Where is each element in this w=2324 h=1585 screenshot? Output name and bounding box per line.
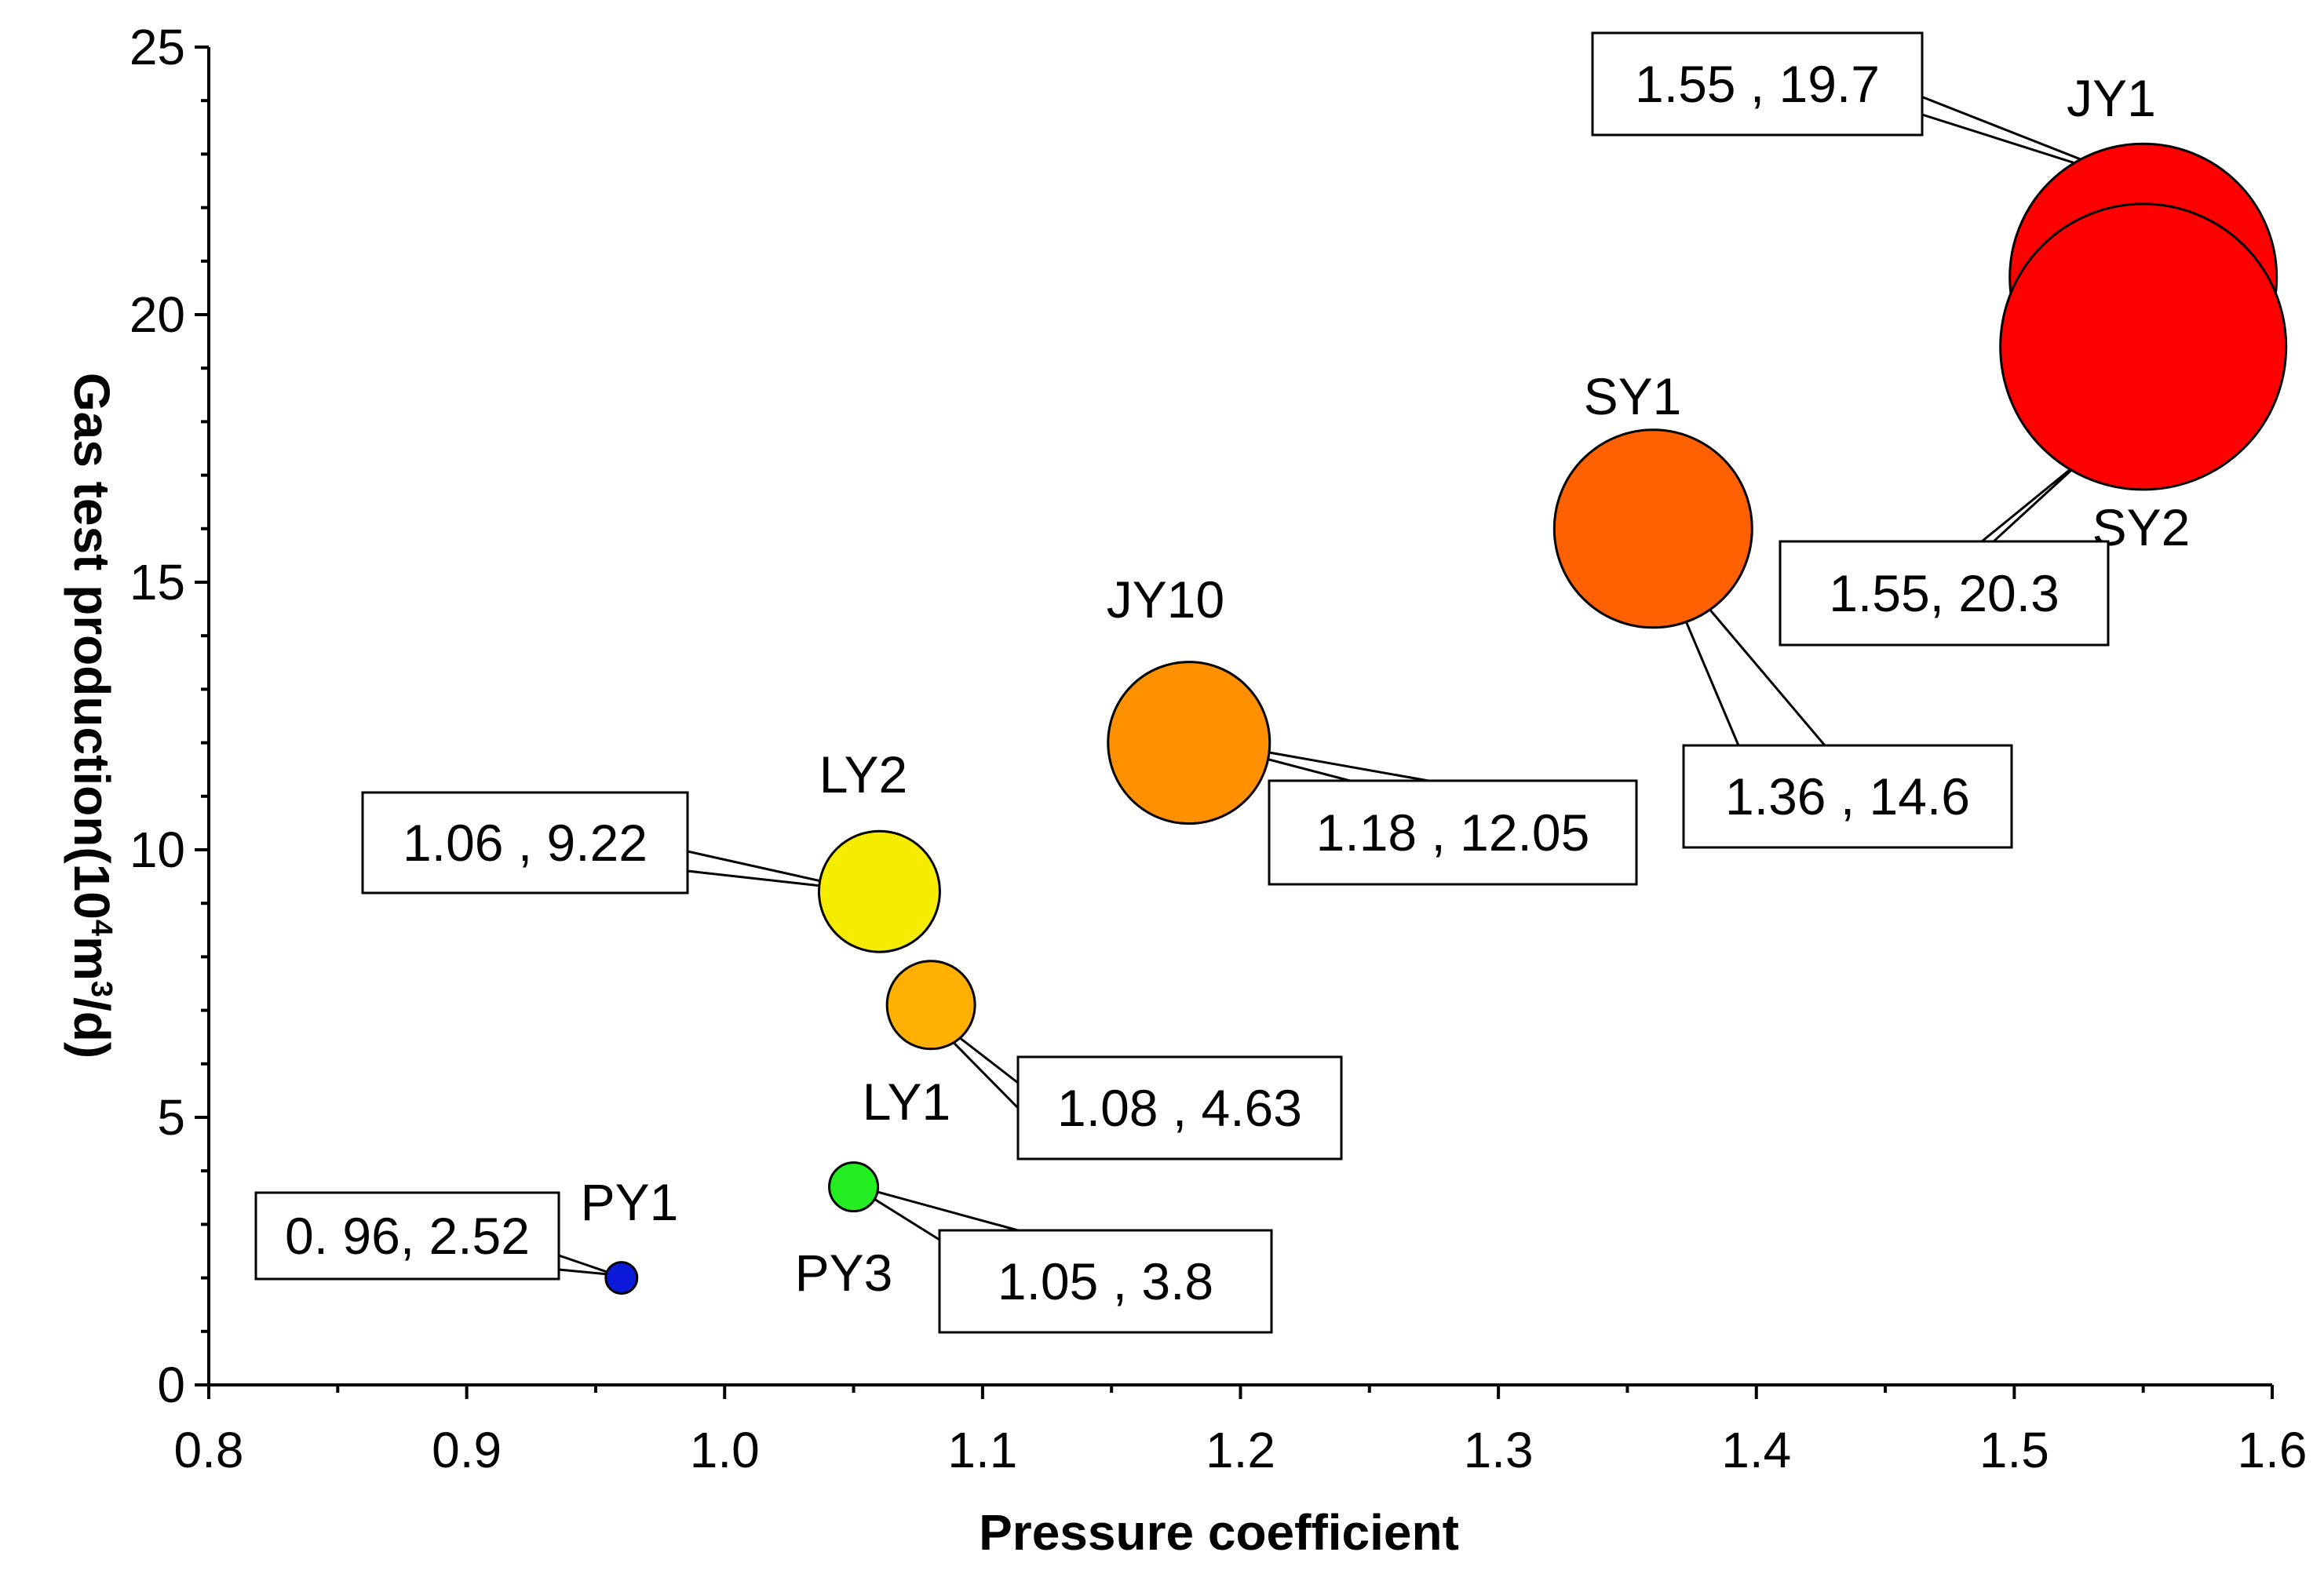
bubble-sy2 (1999, 202, 2288, 491)
x-tick-label: 0.8 (174, 1422, 244, 1478)
callout-box-py3 (938, 1229, 1273, 1334)
label-ly2: LY2 (819, 745, 908, 803)
callout-text-sy2: 1.55, 20.3 (1829, 564, 2059, 622)
x-tick-label: 1.5 (1979, 1422, 2049, 1478)
callout-text-jy1: 1.55 , 19.7 (1635, 55, 1880, 113)
callout-box-sy2 (1779, 540, 2110, 647)
bubble-jy10 (1107, 661, 1271, 825)
callout-text-ly1: 1.08 , 4.63 (1057, 1079, 1302, 1137)
y-tick-label: 20 (130, 286, 185, 343)
y-tick-label: 5 (157, 1089, 185, 1146)
x-tick-label: 1.0 (690, 1422, 760, 1478)
x-tick-label: 1.1 (947, 1422, 1017, 1478)
bubble-sy1 (1552, 428, 1753, 629)
callout-box-ly1 (1016, 1055, 1343, 1161)
x-tick-label: 1.2 (1206, 1422, 1275, 1478)
callout-box-sy1 (1682, 744, 2013, 849)
label-ly1: LY1 (863, 1073, 951, 1131)
label-sy1: SY1 (1584, 367, 1682, 425)
callout-box-jy10 (1268, 779, 1638, 886)
callout-box-ly2 (361, 791, 689, 895)
callout-text-sy1: 1.36 , 14.6 (1725, 767, 1970, 825)
callout-text-py3: 1.05 , 3.8 (998, 1252, 1213, 1310)
callout-text-jy10: 1.18 , 12.05 (1316, 803, 1590, 862)
leaders (557, 93, 2155, 1277)
y-axis-title-sup2: 3 (85, 981, 118, 997)
y-axis-title-main: Gas test production(10 (64, 373, 120, 920)
y-axis-title-mid: m (64, 936, 120, 981)
label-jy1: JY1 (2067, 69, 2156, 127)
label-jy10: JY10 (1107, 570, 1224, 629)
x-tick-label: 0.9 (432, 1422, 502, 1478)
y-ticks: 0 5 10 15 20 25 (130, 19, 209, 1413)
callouts: 1.55 , 19.7 1.55, 20.3 1.36 , 14.6 1.18 , 1… (254, 31, 2110, 1334)
bubble-py1 (604, 1261, 639, 1295)
y-tick-label: 10 (130, 822, 185, 878)
x-axis-title: Pressure coefficient (979, 1504, 1459, 1561)
x-tick-label: 1.3 (1464, 1422, 1534, 1478)
x-tick-label: 1.6 (2238, 1422, 2308, 1478)
callout-text-ly2: 1.06 , 9.22 (403, 814, 648, 872)
y-axis-title-sup1: 4 (85, 920, 118, 936)
y-tick-label: 25 (130, 19, 185, 75)
label-py1: PY1 (581, 1173, 679, 1231)
bubble-py3 (828, 1161, 880, 1213)
x-ticks: 0.8 0.9 1.0 1.1 1.2 1.3 1.4 1.5 1.6 (174, 1385, 2308, 1478)
bubble-ly1 (885, 960, 976, 1051)
callout-box-jy1 (1591, 31, 1924, 137)
x-tick-label: 1.4 (1721, 1422, 1791, 1478)
callout-text-py1: 0. 96, 2.52 (285, 1207, 530, 1265)
y-axis-title-end: /d) (64, 997, 120, 1058)
label-py3: PY3 (795, 1244, 893, 1302)
y-axis-title: Gas test production(104m3/d) (64, 373, 120, 1058)
y-tick-label: 15 (130, 554, 185, 610)
callout-box-py1 (254, 1191, 560, 1281)
axes: 0.8 0.9 1.0 1.1 1.2 1.3 1.4 1.5 1.6 0 5 10 15 20 25 P… (64, 19, 2307, 1561)
bubble-ly2 (817, 829, 941, 953)
bubbles (604, 142, 2288, 1295)
y-tick-label: 0 (157, 1357, 185, 1413)
